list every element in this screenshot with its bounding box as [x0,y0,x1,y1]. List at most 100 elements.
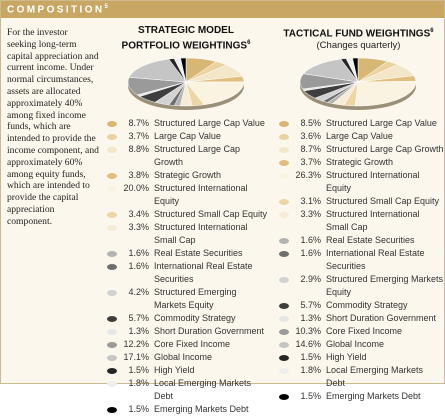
legend-item: 10.3% Core Fixed Income [273,325,444,338]
legend-item: 1.8% Local Emerging Markets Debt [101,377,271,403]
legend-item: 3.7% Large Cap Value [101,130,271,143]
pie-slice [180,57,187,83]
value-label: 3.4% [128,209,149,219]
legend-label: High Yield [154,365,195,375]
legend-label: Global Income [326,339,385,349]
value-label: 1.6% [300,235,321,245]
legend-item: 1.6% Real Estate Securities [273,234,444,247]
value-label: 12.2% [123,339,149,349]
legend-swatch [279,172,289,179]
legend-label: Structured Large Cap Value [154,118,265,128]
legend-swatch [107,315,117,322]
legend-swatch [107,406,117,413]
legend-label: Commodity Strategy [154,313,236,323]
legend-label: Real Estate Securities [154,248,243,258]
footnote: 6 [430,28,434,34]
legend-label: Strategic Growth [326,157,394,167]
legend-item: 1.8% Local Emerging Markets Debt [273,364,444,390]
legend-swatch [279,302,289,309]
legend-swatch [279,367,289,374]
legend-item: 1.5% High Yield [101,364,271,377]
legend-swatch [279,393,289,400]
legend-item: 3.1% Structured Small Cap Equity [273,195,444,208]
legend-swatch [107,250,117,257]
legend-item: 1.3% Short Duration Government [273,312,444,325]
legend-swatch [107,172,117,179]
header-title: COMPOSITION5 [7,4,108,15]
legend-item: 3.7% Strategic Growth [273,156,444,169]
legend-item: 1.6% International Real Estate Securities [101,260,271,286]
legend-item: 17.1% Global Income [101,351,271,364]
value-label: 3.3% [300,209,321,219]
value-label: 3.3% [128,222,149,232]
legend-item: 12.2% Core Fixed Income [101,338,271,351]
legend: 8.7% Structured Large Cap Value 3.7% Large … [101,117,271,416]
legend-item: 1.5% Emerging Markets Debt [101,403,271,416]
pie-slice [185,81,245,106]
value-label: 1.8% [128,378,149,388]
legend-item: 8.8% Structured Large Cap Growth [101,143,271,169]
legend-swatch [279,354,289,361]
pie-chart [127,57,245,110]
legend-swatch [107,120,117,127]
chart-subtitle: (Changes quarterly) [316,40,401,52]
value-label: 1.3% [300,313,321,323]
legend-item: 2.9% Structured Emerging Markets Equity [273,273,444,299]
legend-label: Strategic Growth [154,170,222,180]
header-text: COMPOSITION [7,4,105,16]
legend-item: 1.5% High Yield [273,351,444,364]
legend-label: Structured International Small Cap [154,222,248,245]
value-label: 5.7% [300,300,321,310]
pie-slice [354,80,417,107]
legend-swatch [279,211,289,218]
legend-swatch [279,341,289,348]
legend-label: Structured Small Cap Equity [154,209,268,219]
legend-label: Core Fixed Income [154,339,231,349]
value-label: 8.5% [300,118,321,128]
value-label: 14.6% [295,339,321,349]
legend-swatch [107,146,117,153]
chart-title: STRATEGIC MODEL PORTFOLIO WEIGHTINGS6 [101,25,271,52]
pie-slice [128,58,187,83]
legend-item: 20.0% Structured International Equity [101,182,271,208]
legend-swatch [107,289,117,296]
value-label: 4.2% [128,287,149,297]
legend-swatch [107,185,117,192]
intro-text: For the investor seeking long-term capit… [7,27,99,227]
legend-item: 3.4% Structured Small Cap Equity [101,208,271,221]
legend-label: Emerging Markets Debt [154,404,249,414]
legend-item: 3.3% Structured International Small Cap [101,221,271,247]
legend-label: Real Estate Securities [326,235,415,245]
legend-label: Short Duration Government [154,326,265,336]
legend-label: Structured Large Cap Value [326,118,437,128]
legend-label: Core Fixed Income [326,326,403,336]
header-bar: COMPOSITION5 [1,1,444,18]
legend-label: International Real Estate Securities [326,248,425,271]
legend: 8.5% Structured Large Cap Value 3.6% Large … [273,117,444,403]
legend-label: Structured Emerging Markets Equity [154,287,237,310]
value-label: 3.6% [300,131,321,141]
legend-swatch [107,354,117,361]
value-label: 26.3% [295,170,321,180]
value-label: 8.7% [300,144,321,154]
legend-label: Structured Large Cap Growth [326,144,444,154]
legend-swatch [279,250,289,257]
value-label: 1.6% [128,248,149,258]
legend-swatch [279,276,289,283]
legend-swatch [279,315,289,322]
value-label: 5.7% [128,313,149,323]
legend-label: Structured International Equity [326,170,420,193]
value-label: 8.8% [128,144,149,154]
value-label: 1.5% [128,404,149,414]
legend-label: Local Emerging Markets Debt [326,365,424,388]
legend-label: Structured International Small Cap [326,209,420,232]
value-label: 3.7% [128,131,149,141]
chart-column: STRATEGIC MODEL PORTFOLIO WEIGHTINGS6 8.7… [101,25,271,414]
legend-label: Structured International Equity [154,183,248,206]
value-label: 20.0% [123,183,149,193]
legend-item: 8.7% Structured Large Cap Growth [273,143,444,156]
legend-swatch [107,341,117,348]
legend-item: 4.2% Structured Emerging Markets Equity [101,286,271,312]
legend-label: Global Income [154,352,213,362]
